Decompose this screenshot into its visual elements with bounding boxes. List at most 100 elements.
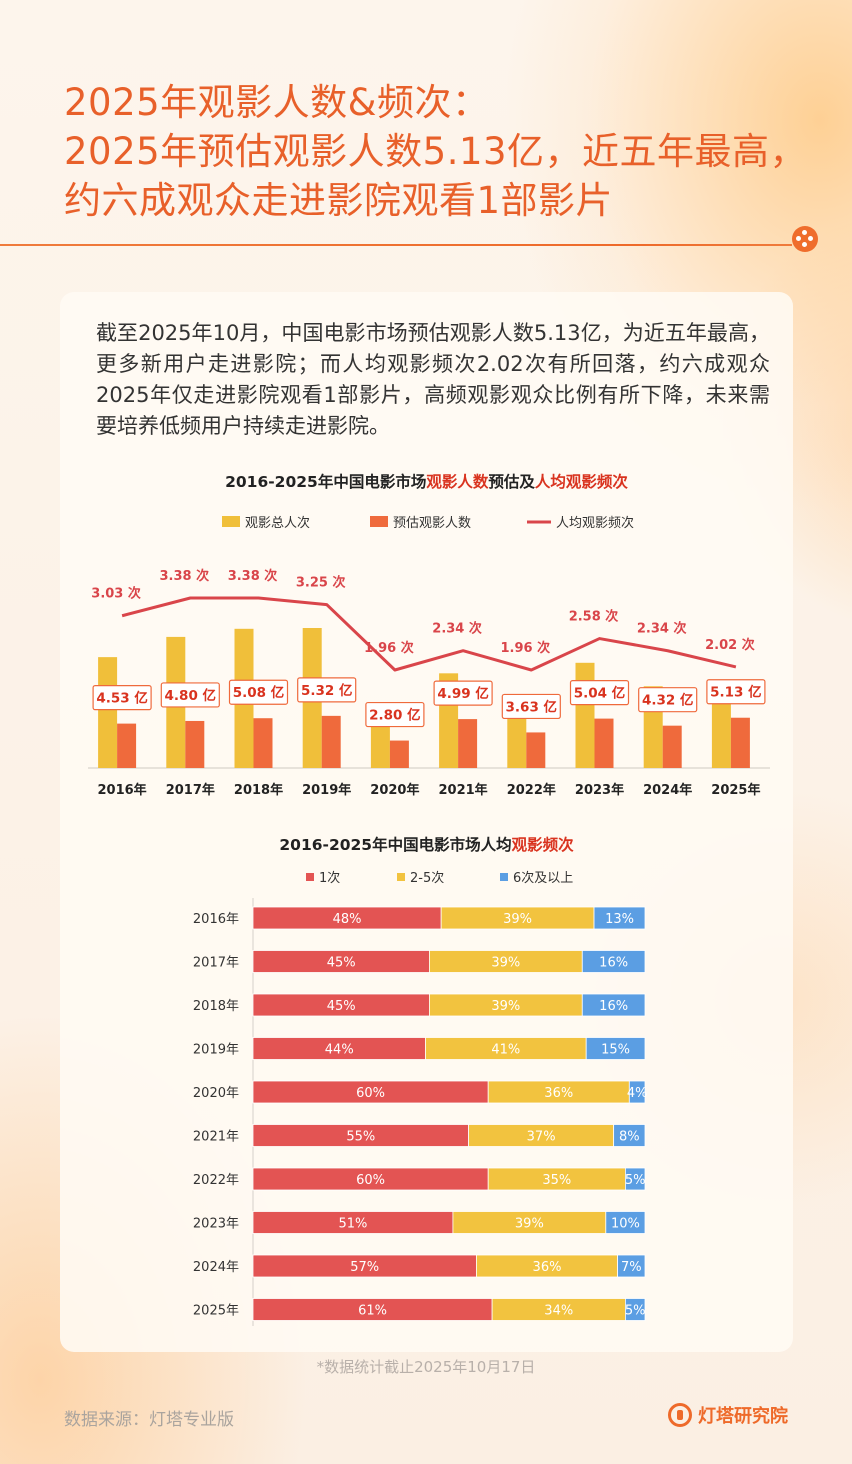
x-tick-label-0: 2016年 — [98, 782, 147, 798]
segment-label-1-5: 37% — [527, 1130, 556, 1145]
legend2-swatch-0 — [306, 873, 314, 881]
segment-label-1-0: 39% — [503, 912, 532, 927]
y-tick-label-6: 2022年 — [193, 1173, 239, 1188]
segment-label-0-5: 55% — [346, 1130, 375, 1145]
brand-name: 灯塔研究院 — [698, 1406, 788, 1427]
y-tick-label-2: 2018年 — [193, 999, 239, 1014]
estimate-label-9: 5.13 亿 — [710, 684, 762, 701]
bar-estimate-1 — [185, 720, 205, 768]
bar-estimate-0 — [117, 723, 137, 768]
y-tick-label-9: 2025年 — [193, 1304, 239, 1319]
frequency-label-3: 3.25 次 — [296, 575, 346, 591]
estimate-label-5: 4.99 亿 — [437, 685, 489, 702]
x-tick-label-8: 2024年 — [643, 782, 692, 798]
legend2-label-0: 1次 — [319, 870, 340, 886]
lighthouse-icon — [668, 1403, 692, 1427]
data-source: 数据来源：灯塔专业版 — [64, 1410, 234, 1430]
estimate-label-box-6 — [501, 693, 561, 720]
segment-label-1-8: 36% — [533, 1260, 562, 1275]
estimate-label-box-2 — [228, 679, 289, 705]
title-divider — [0, 244, 792, 246]
x-tick-label-9: 2025年 — [711, 782, 760, 798]
chart1-title-highlight: 观影人数 — [426, 473, 489, 491]
frequency-label-0: 3.03 次 — [91, 586, 141, 602]
y-tick-label-3: 2019年 — [193, 1043, 239, 1058]
estimate-label-8: 4.32 亿 — [642, 692, 694, 709]
bar-estimate-7 — [594, 718, 614, 768]
segment-label-1-3: 41% — [491, 1043, 520, 1058]
y-tick-label-0: 2016年 — [193, 912, 239, 927]
segment-label-1-6: 35% — [542, 1173, 571, 1188]
frequency-label-2: 3.38 次 — [228, 568, 278, 584]
x-tick-label-1: 2017年 — [166, 782, 215, 798]
bar-estimate-6 — [526, 732, 546, 768]
segment-2-5 — [613, 1124, 646, 1147]
estimate-label-6: 3.63 亿 — [506, 698, 558, 715]
segment-label-0-7: 51% — [339, 1217, 368, 1232]
intro-paragraph: 截至2025年10月，中国电影市场预估观影人数5.13亿，为近五年最高，更多新用… — [96, 321, 770, 438]
bar-estimate-5 — [458, 719, 478, 768]
estimate-label-box-4 — [365, 701, 425, 728]
bar-estimate-8 — [662, 725, 682, 768]
chart2-title-part: 2016-2025年中国电影市场人均 — [279, 836, 512, 854]
segment-label-0-2: 45% — [327, 999, 356, 1014]
estimate-label-4: 2.80 亿 — [369, 707, 421, 724]
estimate-label-box-8 — [638, 687, 698, 713]
estimate-label-box-5 — [433, 680, 493, 706]
segment-label-2-0: 13% — [605, 912, 634, 927]
segment-2-1 — [581, 950, 646, 973]
estimate-label-box-3 — [297, 677, 357, 703]
chart1-title-part: 预估及 — [488, 473, 535, 491]
chart2-title-highlight: 观影频次 — [511, 836, 574, 854]
segment-label-2-8: 7% — [621, 1260, 642, 1275]
segment-label-0-6: 60% — [356, 1173, 385, 1188]
bar-total-7 — [575, 662, 595, 768]
legend2-swatch-2 — [500, 873, 508, 881]
film-reel-icon — [792, 226, 818, 252]
segment-label-1-7: 39% — [515, 1217, 544, 1232]
chart1-title-highlight: 人均观影频次 — [534, 473, 628, 491]
segment-label-2-3: 15% — [601, 1043, 630, 1058]
segment-label-0-8: 57% — [350, 1260, 379, 1275]
y-tick-label-8: 2024年 — [193, 1260, 239, 1275]
estimate-label-box-0 — [92, 685, 152, 711]
frequency-label-4: 1.96 次 — [364, 640, 414, 656]
segment-label-0-0: 48% — [333, 912, 362, 927]
segment-2-6 — [625, 1167, 646, 1191]
frequency-label-1: 3.38 次 — [159, 568, 209, 584]
legend2-swatch-1 — [397, 873, 405, 881]
estimate-label-box-1 — [160, 682, 220, 708]
segment-2-0 — [593, 906, 646, 930]
segment-label-2-6: 5% — [625, 1173, 646, 1188]
segment-2-8 — [617, 1254, 646, 1278]
estimate-label-0: 4.53 亿 — [96, 690, 148, 707]
page-title: 2025年观影人数&频次： 2025年预估观影人数5.13亿，近五年最高， 约六… — [64, 78, 844, 225]
estimate-label-7: 5.04 亿 — [574, 685, 626, 702]
segment-label-1-4: 36% — [544, 1086, 573, 1101]
segment-2-4 — [628, 1080, 646, 1104]
frequency-line — [121, 596, 737, 672]
segment-label-1-9: 34% — [544, 1304, 573, 1319]
title-line-3: 约六成观众走进影院观看1部影片 — [64, 179, 614, 222]
frequency-label-5: 2.34 次 — [432, 621, 482, 637]
legend-label-1: 预估观影人数 — [393, 516, 471, 531]
segment-label-0-4: 60% — [356, 1086, 385, 1101]
legend2-label-2: 6次及以上 — [513, 870, 573, 886]
legend2-label-1: 2-5次 — [410, 870, 444, 886]
x-tick-label-4: 2020年 — [370, 782, 419, 798]
segment-label-2-4: 4% — [627, 1086, 648, 1101]
x-tick-label-5: 2021年 — [439, 782, 488, 798]
segment-label-2-9: 5% — [625, 1304, 646, 1319]
chart1-title-part: 2016-2025年中国电影市场 — [225, 473, 427, 491]
segment-label-2-7: 10% — [611, 1217, 640, 1232]
footnote: *数据统计截止2025年10月17日 — [316, 1358, 536, 1376]
estimate-label-3: 5.32 亿 — [301, 682, 353, 699]
bar-estimate-2 — [253, 718, 273, 768]
frequency-label-7: 2.58 次 — [569, 609, 619, 625]
legend-label-0: 观影总人次 — [245, 515, 310, 531]
segment-label-1-2: 39% — [491, 999, 520, 1014]
bar-estimate-3 — [321, 715, 341, 768]
x-tick-label-3: 2019年 — [302, 782, 351, 798]
frequency-label-9: 2.02 次 — [705, 637, 755, 653]
